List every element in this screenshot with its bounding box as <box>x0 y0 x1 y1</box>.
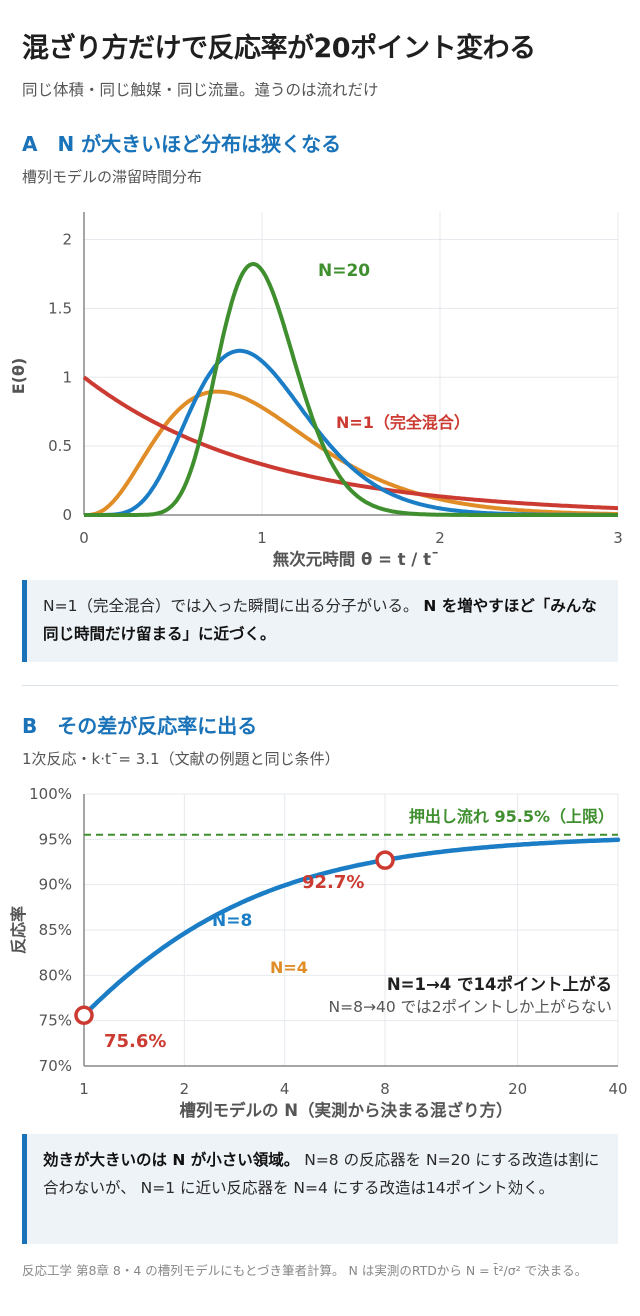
y-axis-title: E(θ) <box>9 358 28 395</box>
series-label-N8: N=8 <box>212 911 252 931</box>
series-label-N20: N=20 <box>318 261 370 281</box>
section-divider <box>22 685 618 686</box>
conversion-chart: 1 2 4 8 20 40 70% 75% 80% 85% 90% 95% 100% 槽列モデルの N（実… <box>9 785 628 1120</box>
footer-note: 反応工学 第8章 8・4 の槽列モデルにもとづき筆者計算。 N は実測のRTDか… <box>22 1263 588 1278</box>
section-b-title: B その差が反応率に出る <box>22 714 258 738</box>
series-label-N1: N=1（完全混合） <box>336 413 470 432</box>
y-tick-label: 85% <box>39 921 72 939</box>
x-tick-label: 8 <box>380 1080 390 1098</box>
section-a-subtitle: 槽列モデルの滞留時間分布 <box>22 168 203 186</box>
x-axis-title: 無次元時間 θ = t / t¯ <box>273 549 439 569</box>
series-label-N4: N=4 <box>270 958 308 977</box>
annotation-sub: N=8→40 では2ポイントしか上がらない <box>329 998 612 1016</box>
rtd-chart: 0 1 2 3 0 0.5 1 1.5 2 無次元時間 θ = t / t¯ E(θ) N=20 N=1… <box>9 212 623 569</box>
section-b-subtitle: 1次反応・k·t¯= 3.1（文献の例題と同じ条件） <box>22 750 340 768</box>
x-tick-label: 4 <box>280 1080 290 1098</box>
page-subtitle: 同じ体積・同じ触媒・同じ流量。違うのは流れだけ <box>22 81 379 99</box>
section-b-note-text: N=8 の反応器を N=20 にする改造は割に合わないが、 N=1 に近い反応器… <box>43 1151 600 1197</box>
y-tick-label: 1 <box>62 368 72 386</box>
y-tick-label: 2 <box>62 231 72 249</box>
section-a-note: N=1（完全混合）では入った瞬間に出る分子がいる。 N を増やすほど「みんな同じ… <box>22 580 618 662</box>
y-tick-label: 95% <box>39 830 72 848</box>
section-b-note: 効きが大きいのは N が小さい領域。 N=8 の反応器を N=20 にする改造は… <box>22 1134 618 1244</box>
x-tick-label: 0 <box>79 529 89 547</box>
x-tick-label: 40 <box>608 1080 627 1098</box>
y-tick-label: 0.5 <box>48 437 72 455</box>
x-tick-label: 2 <box>180 1080 190 1098</box>
series-line-N4 <box>83 389 619 517</box>
y-tick-label: 90% <box>39 876 72 894</box>
series-line-N1 <box>82 375 619 511</box>
x-axis-title: 槽列モデルの N（実測から決まる混ざり方） <box>179 1100 512 1120</box>
x-tick-label: 3 <box>613 529 623 547</box>
y-tick-label: 75% <box>39 1012 72 1030</box>
y-tick-label: 70% <box>39 1057 72 1075</box>
point-label-n1: 75.6% <box>104 1031 166 1052</box>
point-label-n8: 92.7% <box>302 872 364 893</box>
section-b-note-emphasis: 効きが大きいのは N が小さい領域。 <box>43 1151 300 1169</box>
x-tick-label: 20 <box>508 1080 527 1098</box>
section-a-note-emphasis: N を増やすほど「みんな同じ時間だけ留まる」に近づく。 <box>43 597 597 643</box>
y-tick-label: 80% <box>39 966 72 984</box>
reference-line-label: 押出し流れ 95.5%（上限） <box>409 807 614 826</box>
y-tick-label: 1.5 <box>48 299 72 317</box>
highlight-point <box>375 850 395 870</box>
x-tick-label: 1 <box>79 1080 89 1098</box>
y-axis-title: 反応率 <box>9 906 28 954</box>
annotation-main: N=1→4 で14ポイント上がる <box>387 974 612 994</box>
page-title: 混ざり方だけで反応率が20ポイント変わる <box>22 33 536 64</box>
y-tick-label: 100% <box>29 785 72 803</box>
section-a-title: A N が大きいほど分布は狭くなる <box>22 132 342 156</box>
y-tick-label: 0 <box>62 506 72 524</box>
x-tick-label: 1 <box>257 529 267 547</box>
conversion-line <box>81 837 621 1018</box>
series-line-N20 <box>83 262 619 517</box>
section-a-note-text: N=1（完全混合）では入った瞬間に出る分子がいる。 <box>43 597 419 615</box>
x-tick-label: 2 <box>435 529 445 547</box>
highlight-point <box>74 1005 94 1025</box>
